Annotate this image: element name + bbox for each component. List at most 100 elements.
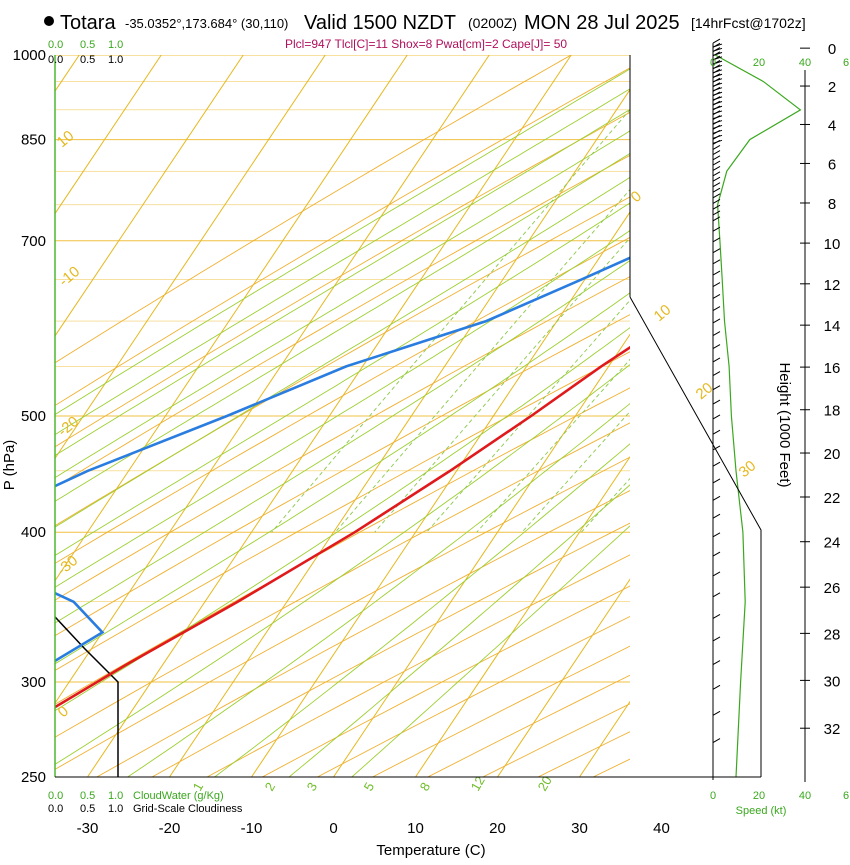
moist-adiabat (0, 55, 850, 798)
dry-adiabat (0, 30, 850, 799)
speed-bot-tick-1: 20 (753, 790, 765, 802)
moist-adiabat (0, 55, 686, 594)
valid-time: Valid 1500 NZDT (304, 12, 456, 34)
dry-adiabat (0, 30, 850, 799)
wind-barb-feather (713, 140, 722, 143)
mixing-ratio-label: 20 (535, 773, 555, 793)
height-tick-label: 10 (824, 236, 841, 253)
moist-adiabat (186, 55, 850, 798)
wind-barb-icon (713, 462, 720, 480)
pressure-tick-500: 500 (21, 408, 46, 425)
wind-barb-feather (713, 92, 722, 95)
wind-barb-feather (713, 125, 722, 128)
wind-barb-icon (713, 372, 720, 390)
isotherm-label: 10 (651, 301, 675, 325)
station-name: Totara (60, 12, 116, 34)
mixing-ratio-3 (375, 30, 813, 533)
wind-barb-feather (713, 145, 720, 149)
isotherm-label: 10 (54, 127, 78, 151)
valid-date: MON 28 Jul 2025 (524, 12, 680, 34)
speed-top-tick-0: 0 (710, 57, 716, 69)
temperature-tick: -20 (159, 820, 181, 837)
height-tick-label: 32 (824, 721, 841, 738)
wind-barb-feather (713, 205, 720, 209)
wind-barb-feather (713, 271, 720, 275)
wind-barb-feather (713, 172, 720, 176)
wind-barb-feather (713, 211, 720, 215)
speed-top-tick-1: 20 (753, 57, 765, 69)
mixing-ratio-1 (272, 30, 699, 533)
wind-barb-feather (713, 739, 720, 743)
dry-adiabat (114, 30, 850, 799)
temperature-axis-label: Temperature (C) (376, 842, 485, 859)
wind-barb-feather (713, 121, 722, 124)
height-tick-label: 6 (828, 156, 836, 173)
cl-top-tick-2: 1.0 (108, 54, 123, 66)
wind-barb-feather (713, 183, 720, 187)
forecast-info: [14hrFcst@1702z] (691, 15, 806, 31)
dry-adiabat (5, 30, 850, 799)
wind-barb-icon (713, 496, 720, 514)
wind-barb-icon (713, 514, 720, 532)
station-dot-icon (44, 16, 54, 26)
wind-barb-feather (713, 637, 720, 641)
cw-top-tick-1: 0.5 (80, 39, 95, 51)
cw-bot-tick-0: 0.0 (48, 790, 63, 802)
height-tick-label: 18 (824, 403, 841, 420)
wind-barb-icon (713, 319, 720, 337)
cloudwater-label: CloudWater (g/Kg) (133, 790, 224, 802)
wind-barb-feather (713, 332, 720, 336)
wind-barb-feather (713, 116, 722, 119)
dry-adiabat (659, 30, 850, 799)
wind-barb-icon (713, 661, 720, 679)
wind-barb-feather (713, 135, 722, 138)
temperature-tick: -10 (241, 820, 263, 837)
wind-barb-feather (713, 572, 720, 576)
wind-barb-feather (713, 238, 720, 242)
height-tick-label: 8 (828, 196, 836, 213)
speed-bot-tick-0: 0 (710, 790, 716, 802)
dry-adiabat (0, 30, 699, 799)
height-tick-label: 30 (824, 673, 841, 690)
dry-adiabat (0, 30, 850, 799)
sidepanel-diagonal (630, 297, 761, 777)
thermo-grid (0, 30, 850, 799)
moist-adiabat (0, 55, 850, 798)
sounding-curves (0, 49, 850, 777)
dry-adiabat (332, 30, 850, 799)
height-tick-label: 22 (824, 490, 841, 507)
mixing-ratio-label: 2 (262, 780, 279, 794)
height-axis-label: Height (1000 Feet) (776, 362, 793, 487)
mixing-ratio-label: 3 (304, 780, 321, 794)
dry-adiabat (277, 30, 850, 799)
temperature-tick: -30 (77, 820, 99, 837)
wind-barb-icon (713, 711, 720, 729)
cw-top-tick-0: 0.0 (48, 39, 63, 51)
dry-adiabat (0, 30, 850, 799)
wind-barb-feather (713, 661, 720, 665)
wind-barb-icon (713, 238, 720, 256)
moist-adiabat (96, 55, 850, 798)
wind-barb-icon (713, 572, 720, 590)
title-block: Totara -35.0352°,173.684° (30,110) Valid… (44, 12, 806, 51)
height-tick-label: 4 (828, 117, 836, 134)
wind-barb-feather (713, 593, 720, 597)
wind-barb-icon (713, 260, 720, 278)
wind-barb-icon (713, 637, 720, 655)
cloudiness-label: Grid-Scale Cloudiness (133, 803, 243, 815)
speed-bot-tick-3: 6 (843, 790, 849, 802)
pressure-tick-300: 300 (21, 674, 46, 691)
speed-top-tick-3: 6 (843, 57, 849, 69)
dry-adiabat (0, 30, 850, 799)
wind-barb-feather (713, 358, 720, 362)
mixing-ratio-label: 8 (417, 780, 434, 794)
wind-barb-feather (713, 514, 720, 518)
wind-barb-feather (713, 372, 720, 376)
wind-barb-feather (713, 533, 720, 537)
temperature-tick: 0 (329, 820, 337, 837)
wind-barb-feather (713, 552, 720, 556)
wind-barb-feather (713, 345, 720, 349)
speed-top-tick-2: 40 (799, 57, 811, 69)
